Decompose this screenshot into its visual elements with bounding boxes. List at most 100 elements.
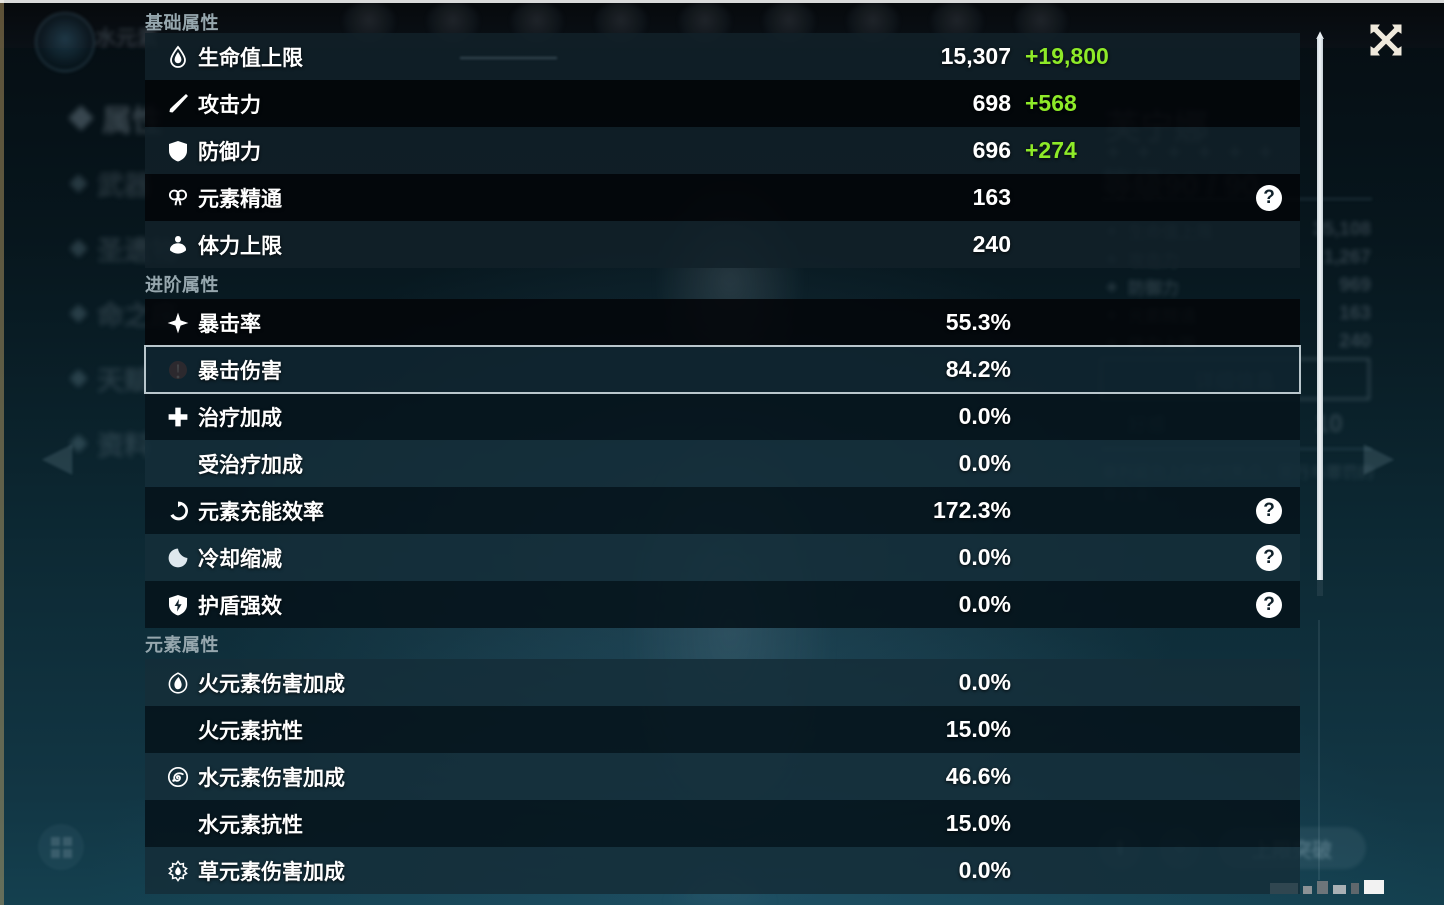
crit-rate-icon bbox=[158, 311, 198, 335]
stat-bonus: +19,800 bbox=[1025, 43, 1109, 69]
summary-stat-value: 240 bbox=[1339, 331, 1371, 352]
panel-scrollbar[interactable]: ▲ bbox=[1314, 28, 1326, 616]
close-icon[interactable] bbox=[1362, 16, 1410, 64]
close-glyph bbox=[1370, 24, 1402, 56]
attribute-detail-panel: 基础属性生命值上限 15,307 +19,800 攻击力 698 +568 防御力 696 +2… bbox=[144, 0, 1301, 894]
summary-stat-row: ◈ 防御力 969 bbox=[1106, 272, 1371, 300]
diamond-bullet-icon bbox=[69, 368, 88, 388]
stat-row[interactable]: 生命值上限 15,307 +19,800 bbox=[145, 33, 1300, 80]
previous-character-arrow[interactable]: ◀ bbox=[41, 435, 73, 479]
stat-value: 0.0% bbox=[958, 544, 1011, 570]
sidebar-item-label: 资料 bbox=[97, 430, 151, 461]
help-icon[interactable]: ? bbox=[1256, 591, 1282, 618]
stat-row[interactable]: 水元素伤害加成 46.6% bbox=[145, 753, 1300, 800]
diamond-bullet-icon bbox=[69, 173, 88, 193]
stat-value: 46.6% bbox=[945, 763, 1011, 789]
energy-recharge-icon bbox=[158, 499, 198, 523]
stat-row[interactable]: 元素充能效率 172.3%? bbox=[145, 487, 1300, 534]
dendro-icon bbox=[158, 859, 198, 883]
stat-label: 冷却缩减 bbox=[198, 547, 282, 571]
stat-value: 15,307 bbox=[940, 43, 1011, 69]
stat-bonus: +274 bbox=[1025, 137, 1077, 163]
summary-stat-value: 1,267 bbox=[1323, 247, 1371, 268]
stat-value: 240 bbox=[972, 231, 1011, 257]
diamond-bullet-icon bbox=[68, 105, 94, 131]
stat-label: 火元素伤害加成 bbox=[198, 672, 345, 696]
stat-row[interactable]: 受治疗加成 0.0% bbox=[145, 440, 1300, 487]
stat-label: 防御力 bbox=[198, 140, 261, 164]
stat-label: 体力上限 bbox=[198, 234, 282, 258]
sword-icon bbox=[158, 92, 198, 116]
stat-value: 0.0% bbox=[958, 857, 1011, 883]
stat-value: 15.0% bbox=[945, 810, 1011, 836]
shield-strength-icon bbox=[158, 593, 198, 617]
stat-value: 0.0% bbox=[958, 669, 1011, 695]
hydro-icon bbox=[158, 765, 198, 789]
stat-value: 15.0% bbox=[945, 716, 1011, 742]
stat-label: 暴击伤害 bbox=[198, 359, 282, 383]
stat-label: 受治疗加成 bbox=[198, 453, 303, 477]
diamond-bullet-icon bbox=[69, 238, 88, 258]
stat-bonus: +568 bbox=[1025, 90, 1077, 116]
crit-dmg-icon bbox=[158, 358, 198, 382]
group-heading: 基础属性 bbox=[145, 13, 219, 33]
diamond-bullet-icon bbox=[69, 303, 88, 323]
stat-value: 84.2% bbox=[945, 356, 1011, 382]
stat-row[interactable]: 暴击率 55.3% bbox=[145, 299, 1300, 346]
next-character-arrow[interactable]: ▶ bbox=[1363, 435, 1395, 479]
stat-value: 55.3% bbox=[945, 309, 1011, 335]
summary-stat-value: 35,108 bbox=[1312, 219, 1371, 240]
stat-label: 护盾强效 bbox=[198, 594, 282, 618]
help-icon[interactable]: ? bbox=[1256, 497, 1282, 524]
stat-label: 水元素抗性 bbox=[198, 813, 303, 837]
stat-row[interactable]: 体力上限 240 bbox=[145, 221, 1300, 268]
stat-row[interactable]: 草元素伤害加成 0.0% bbox=[145, 847, 1300, 894]
stat-value: 0.0% bbox=[958, 450, 1011, 476]
element-name: 水元素 bbox=[95, 27, 158, 50]
sidebar-item-label: 武器 bbox=[97, 170, 151, 201]
stamina-icon bbox=[158, 233, 198, 257]
stat-row[interactable]: 防御力 696 +274 bbox=[145, 127, 1300, 174]
window-left-edge bbox=[0, 0, 4, 905]
sidebar-item-5[interactable]: 天赋 bbox=[69, 360, 322, 396]
group-heading: 进阶属性 bbox=[145, 274, 219, 295]
stat-row[interactable]: 冷却缩减 0.0%? bbox=[145, 534, 1300, 581]
stat-value: 172.3% bbox=[932, 497, 1011, 523]
sidebar-item-2[interactable]: 武器 bbox=[69, 165, 322, 201]
stat-row[interactable]: 火元素伤害加成 0.0% bbox=[145, 659, 1300, 706]
stat-label: 治疗加成 bbox=[198, 406, 282, 430]
stat-row[interactable]: 治疗加成 0.0% bbox=[145, 393, 1300, 440]
stat-label: 草元素伤害加成 bbox=[198, 860, 345, 884]
sidebar-item-6[interactable]: 资料 bbox=[69, 425, 322, 461]
help-icon[interactable]: ? bbox=[1256, 184, 1282, 211]
stat-row[interactable]: 暴击伤害 84.2% bbox=[144, 345, 1301, 394]
grid-icon[interactable] bbox=[38, 824, 84, 870]
cooldown-icon bbox=[158, 546, 198, 570]
stat-value: 696 bbox=[972, 137, 1011, 163]
scrollbar-thumb[interactable] bbox=[1317, 38, 1323, 580]
stat-row[interactable]: 水元素抗性 15.0% bbox=[145, 800, 1300, 847]
stat-label: 攻击力 bbox=[198, 93, 261, 117]
shield-icon bbox=[158, 139, 198, 163]
decorative-underline bbox=[460, 57, 557, 59]
element-badge bbox=[35, 12, 95, 72]
scrollbar-lower-rail bbox=[1318, 620, 1320, 880]
help-icon[interactable]: ? bbox=[1256, 544, 1282, 571]
stat-row[interactable]: 护盾强效 0.0%? bbox=[145, 581, 1300, 628]
droplet-icon bbox=[158, 45, 198, 69]
shield-icon: ◈ bbox=[1106, 278, 1118, 295]
summary-stat-value: 163 bbox=[1339, 303, 1371, 324]
sidebar-item-label: 天赋 bbox=[97, 365, 151, 396]
summary-stat-label: 防御力 bbox=[1128, 278, 1179, 298]
stat-label: 火元素抗性 bbox=[198, 719, 303, 743]
stat-row[interactable]: 攻击力 698 +568 bbox=[145, 80, 1300, 127]
group-heading: 元素属性 bbox=[145, 634, 219, 655]
stat-value: 163 bbox=[972, 184, 1011, 210]
stat-label: 暴击率 bbox=[198, 312, 261, 336]
stat-row[interactable]: 火元素抗性 15.0% bbox=[145, 706, 1300, 753]
stat-row[interactable]: 元素精通 163? bbox=[145, 174, 1300, 221]
scroll-up-arrow[interactable]: ▲ bbox=[1313, 26, 1327, 42]
pyro-icon bbox=[158, 671, 198, 695]
stat-label: 生命值上限 bbox=[198, 46, 303, 70]
